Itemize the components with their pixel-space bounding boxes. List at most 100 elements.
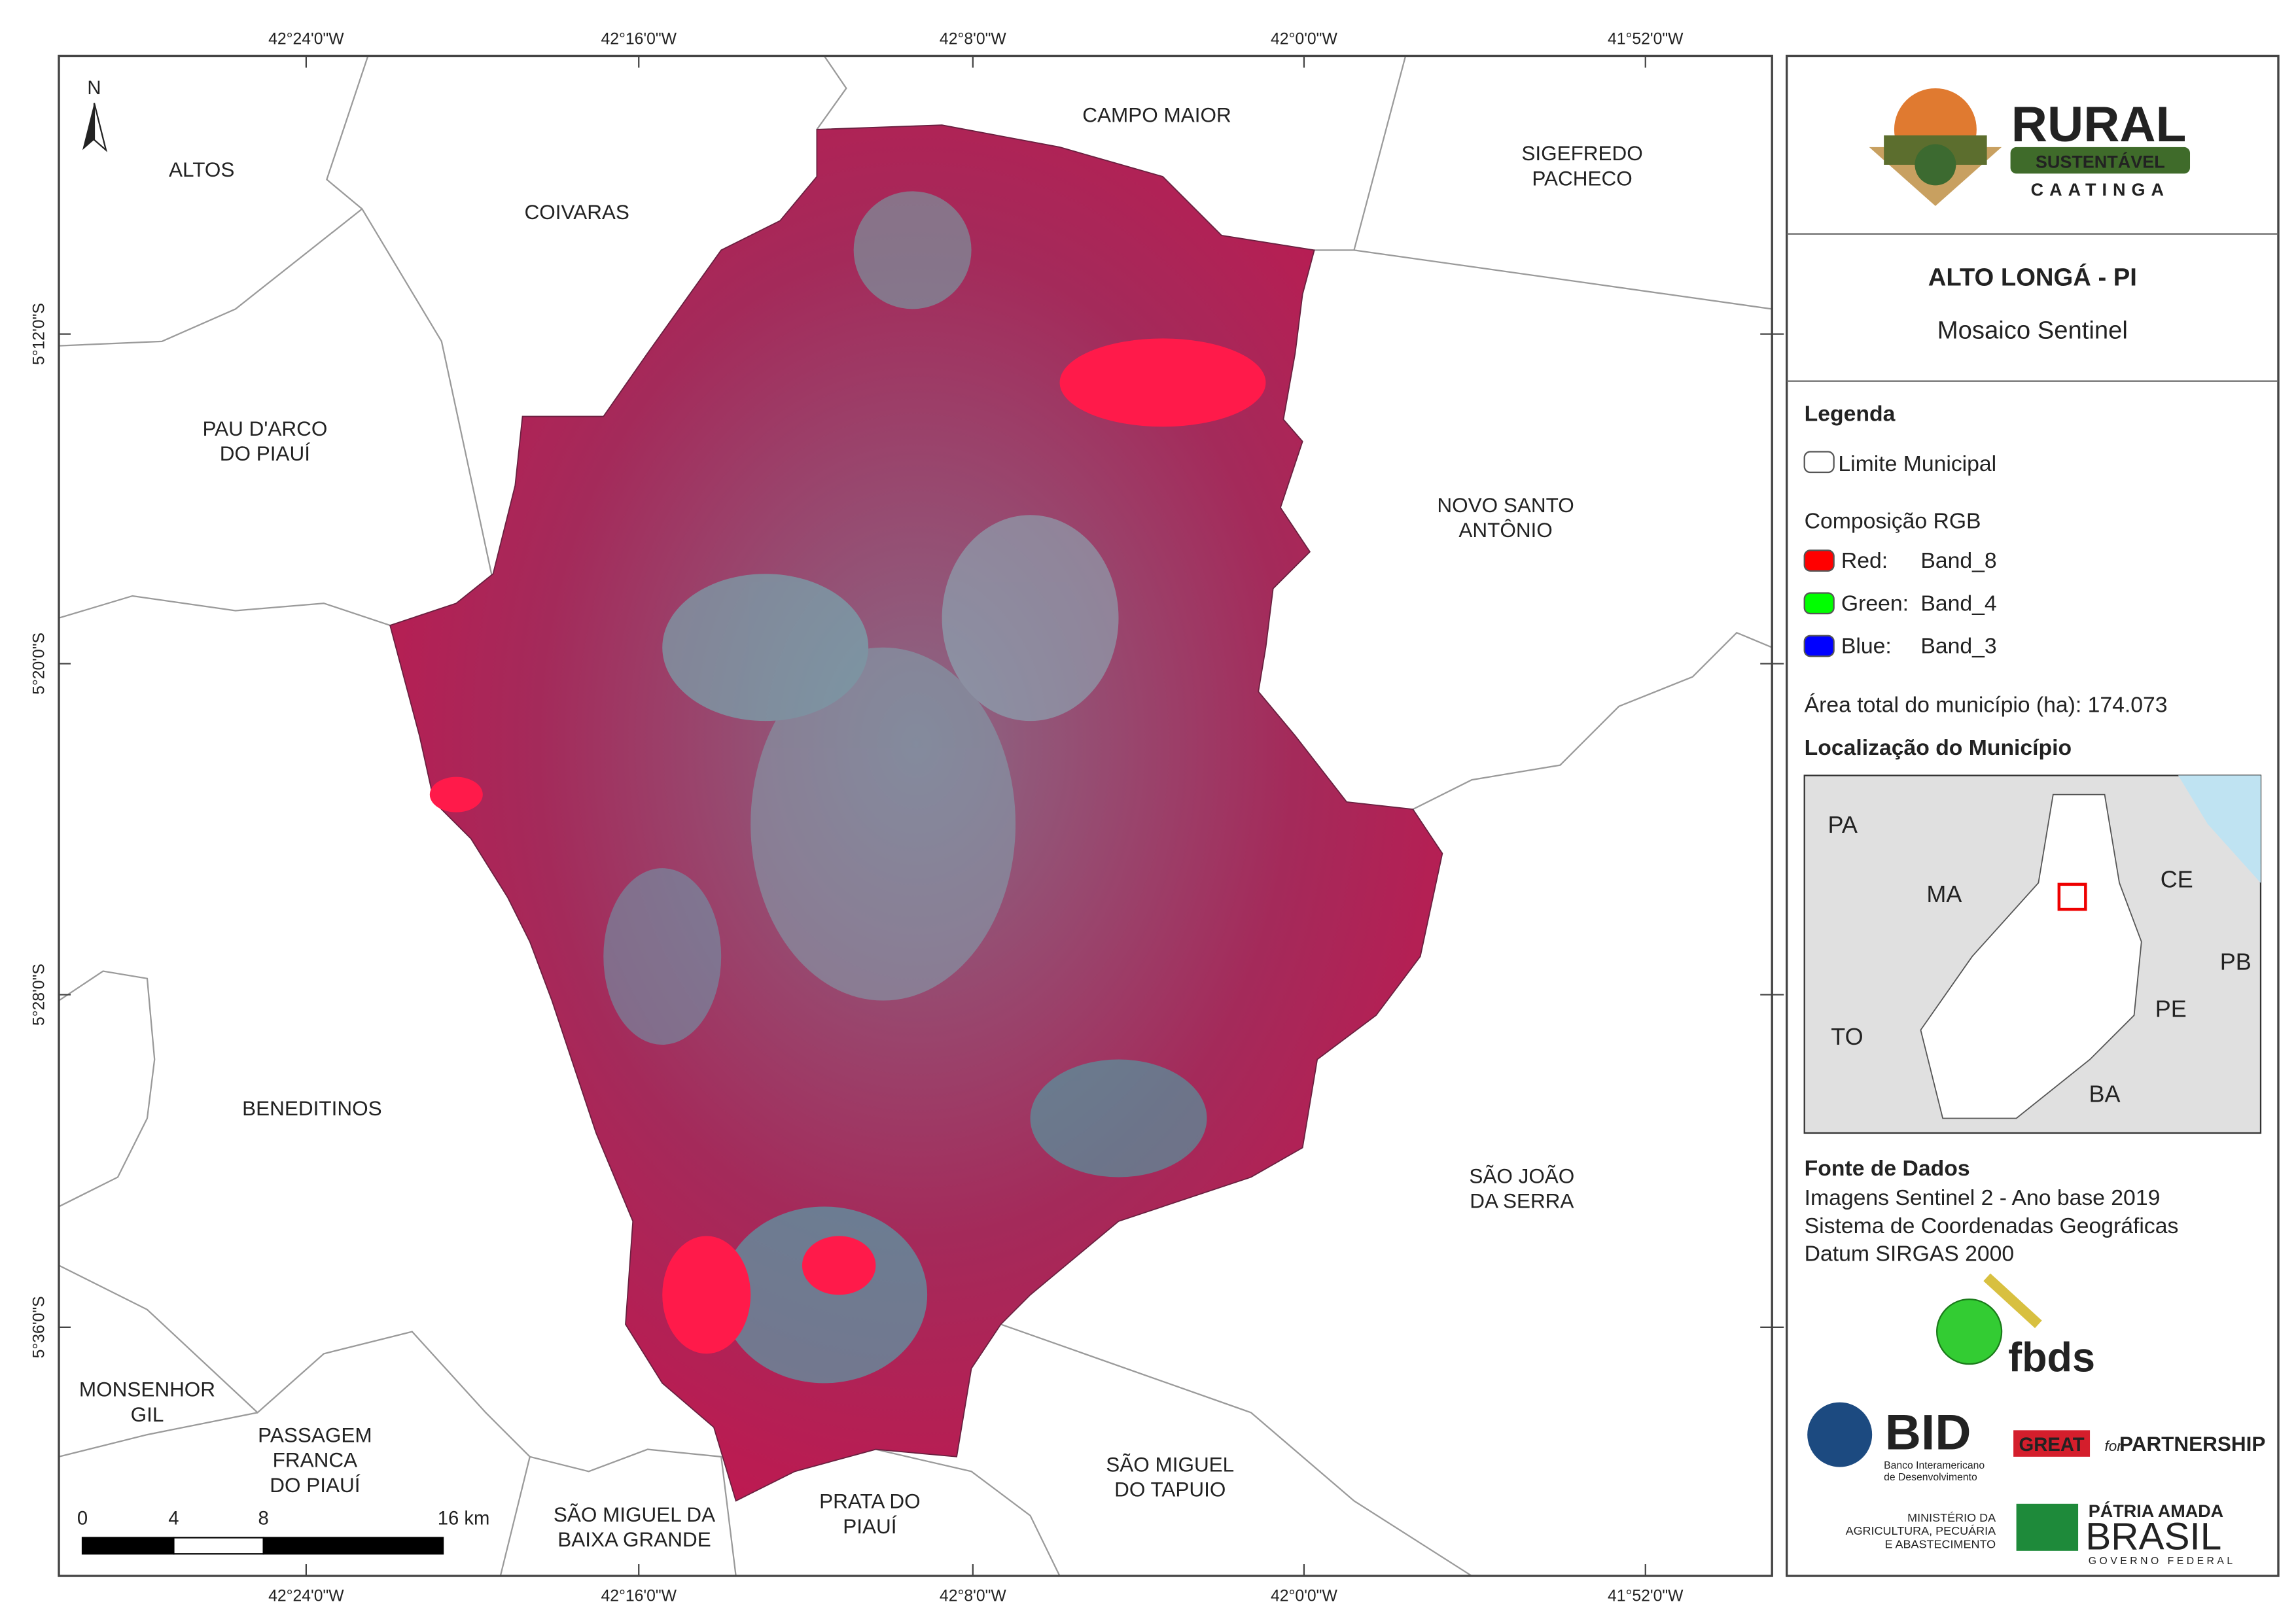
lon-label: 41°52'0"W (1608, 1587, 1684, 1605)
lon-label: 42°8'0"W (940, 1587, 1006, 1605)
place-label: SÃO MIGUEL (1106, 1452, 1234, 1476)
scale-label: 4 (168, 1508, 179, 1529)
lon-label: 42°0'0"W (1271, 1587, 1337, 1605)
scale-segment (81, 1537, 175, 1555)
map-frame (58, 54, 1773, 1577)
north-label: N (87, 78, 101, 99)
scale-segment (173, 1537, 264, 1555)
boundary (816, 56, 847, 130)
place-label: DO PIAUÍ (220, 442, 310, 465)
band-name: Band_4 (1920, 591, 1996, 616)
place-label: DO TAPUIO (1114, 1478, 1226, 1501)
band-channel: Blue: (1841, 634, 1892, 659)
place-label: CAMPO MAIOR (1082, 103, 1231, 127)
lat-label: 5°20'0"S (31, 633, 48, 695)
place-label: SIGEFREDO (1521, 141, 1642, 165)
place-label: FRANCA (273, 1448, 357, 1472)
boundary (1000, 1323, 1472, 1577)
for-text: for (2105, 1438, 2123, 1454)
inset-locator (2057, 882, 2087, 911)
ministry-line: AGRICULTURA, PECUÁRIA (1846, 1524, 1996, 1537)
state-label: MA (1926, 881, 1962, 907)
boundary (59, 208, 363, 347)
place-label: DA SERRA (1470, 1189, 1574, 1213)
logo-subtitle: SUSTENTÁVEL (2036, 151, 2165, 171)
band-swatch (1803, 635, 1835, 657)
place-label: ANTÔNIO (1458, 518, 1552, 542)
state-label: PB (2220, 948, 2252, 975)
logo-title: RURAL (2011, 97, 2187, 152)
source-line: Imagens Sentinel 2 - Ano base 2019 (1805, 1185, 2161, 1210)
lat-label: 5°12'0"S (31, 303, 48, 365)
legend-boundary: Limite Municipal (1838, 451, 1996, 476)
place-label: DO PIAUÍ (270, 1473, 360, 1497)
band-name: Band_8 (1920, 548, 1996, 573)
boundary (1412, 631, 1773, 811)
state-label: PE (2155, 995, 2187, 1022)
lon-label: 42°24'0"W (268, 30, 344, 48)
state-label: BA (2089, 1081, 2121, 1108)
logo-tagline: CAATINGA (2031, 180, 2170, 200)
bid-name: de Desenvolvimento (1884, 1472, 1977, 1483)
brasil-text: BRASIL (2085, 1516, 2221, 1558)
place-label: NOVO SANTO (1437, 493, 1574, 517)
ministry-line: MINISTÉRIO DA (1907, 1511, 1996, 1524)
logo-band (2010, 147, 2191, 174)
patria-text: PÁTRIA AMADA (2089, 1501, 2223, 1521)
lon-label: 42°16'0"W (601, 30, 677, 48)
place-label: PRATA DO (819, 1490, 921, 1513)
source-line: Sistema de Coordenadas Geográficas (1805, 1213, 2179, 1238)
source-line: Datum SIRGAS 2000 (1805, 1242, 2014, 1266)
location-heading: Localização do Município (1805, 735, 2072, 760)
sources-heading: Fonte de Dados (1805, 1156, 1970, 1181)
inset-piaui (1920, 794, 2142, 1119)
lon-label: 42°0'0"W (1271, 30, 1337, 48)
boundary (59, 1265, 531, 1457)
place-label: PAU D'ARCO (202, 417, 327, 440)
lon-label: 41°52'0"W (1608, 30, 1684, 48)
boundary (59, 595, 391, 627)
place-label: BENEDITINOS (242, 1096, 381, 1120)
lat-label: 5°36'0"S (31, 1296, 48, 1358)
band-swatch (1803, 550, 1835, 572)
place-label: ALTOS (169, 158, 234, 181)
boundary (875, 1448, 1061, 1577)
boundary-swatch (1803, 451, 1835, 474)
inset-sea (2178, 775, 2261, 883)
lon-label: 42°24'0"W (268, 1587, 344, 1605)
legend-heading: Legenda (1805, 401, 1896, 426)
band-swatch (1803, 592, 1835, 615)
boundary (59, 970, 156, 1208)
place-label: COIVARAS (525, 200, 629, 224)
bright-patches (429, 338, 1266, 1354)
band-channel: Red: (1841, 548, 1888, 573)
lon-label: 42°8'0"W (940, 30, 1006, 48)
place-label: PIAUÍ (843, 1514, 896, 1538)
logo-mark (1869, 88, 2002, 206)
place-label: SÃO JOÃO (1469, 1164, 1574, 1187)
state-label: PA (1828, 811, 1858, 838)
scale-label: 0 (77, 1508, 88, 1529)
bid-text: BID (1885, 1405, 1971, 1461)
place-label: MONSENHOR (79, 1378, 215, 1401)
place-label: GIL (131, 1403, 164, 1426)
fbds-logo (1983, 1273, 2042, 1329)
lon-label: 42°16'0"W (601, 1587, 677, 1605)
place-label: SÃO MIGUEL DA (554, 1503, 715, 1526)
ministry-line: E ABASTECIMENTO (1885, 1537, 1996, 1550)
panel-title: ALTO LONGÁ - PI (1928, 262, 2137, 291)
great-logo (2013, 1430, 2091, 1457)
boundary (1354, 249, 1773, 310)
boundary (499, 1456, 531, 1577)
state-label: TO (1831, 1023, 1863, 1050)
lat-label: 5°28'0"S (31, 964, 48, 1026)
boundary (59, 1412, 258, 1457)
scale-label: 8 (258, 1508, 269, 1529)
map-body (59, 56, 1773, 1577)
bid-logo (1807, 1402, 1873, 1467)
place-label: BAIXA GRANDE (557, 1527, 711, 1551)
place-label: PACHECO (1532, 166, 1632, 190)
band-channel: Green: (1841, 591, 1909, 616)
